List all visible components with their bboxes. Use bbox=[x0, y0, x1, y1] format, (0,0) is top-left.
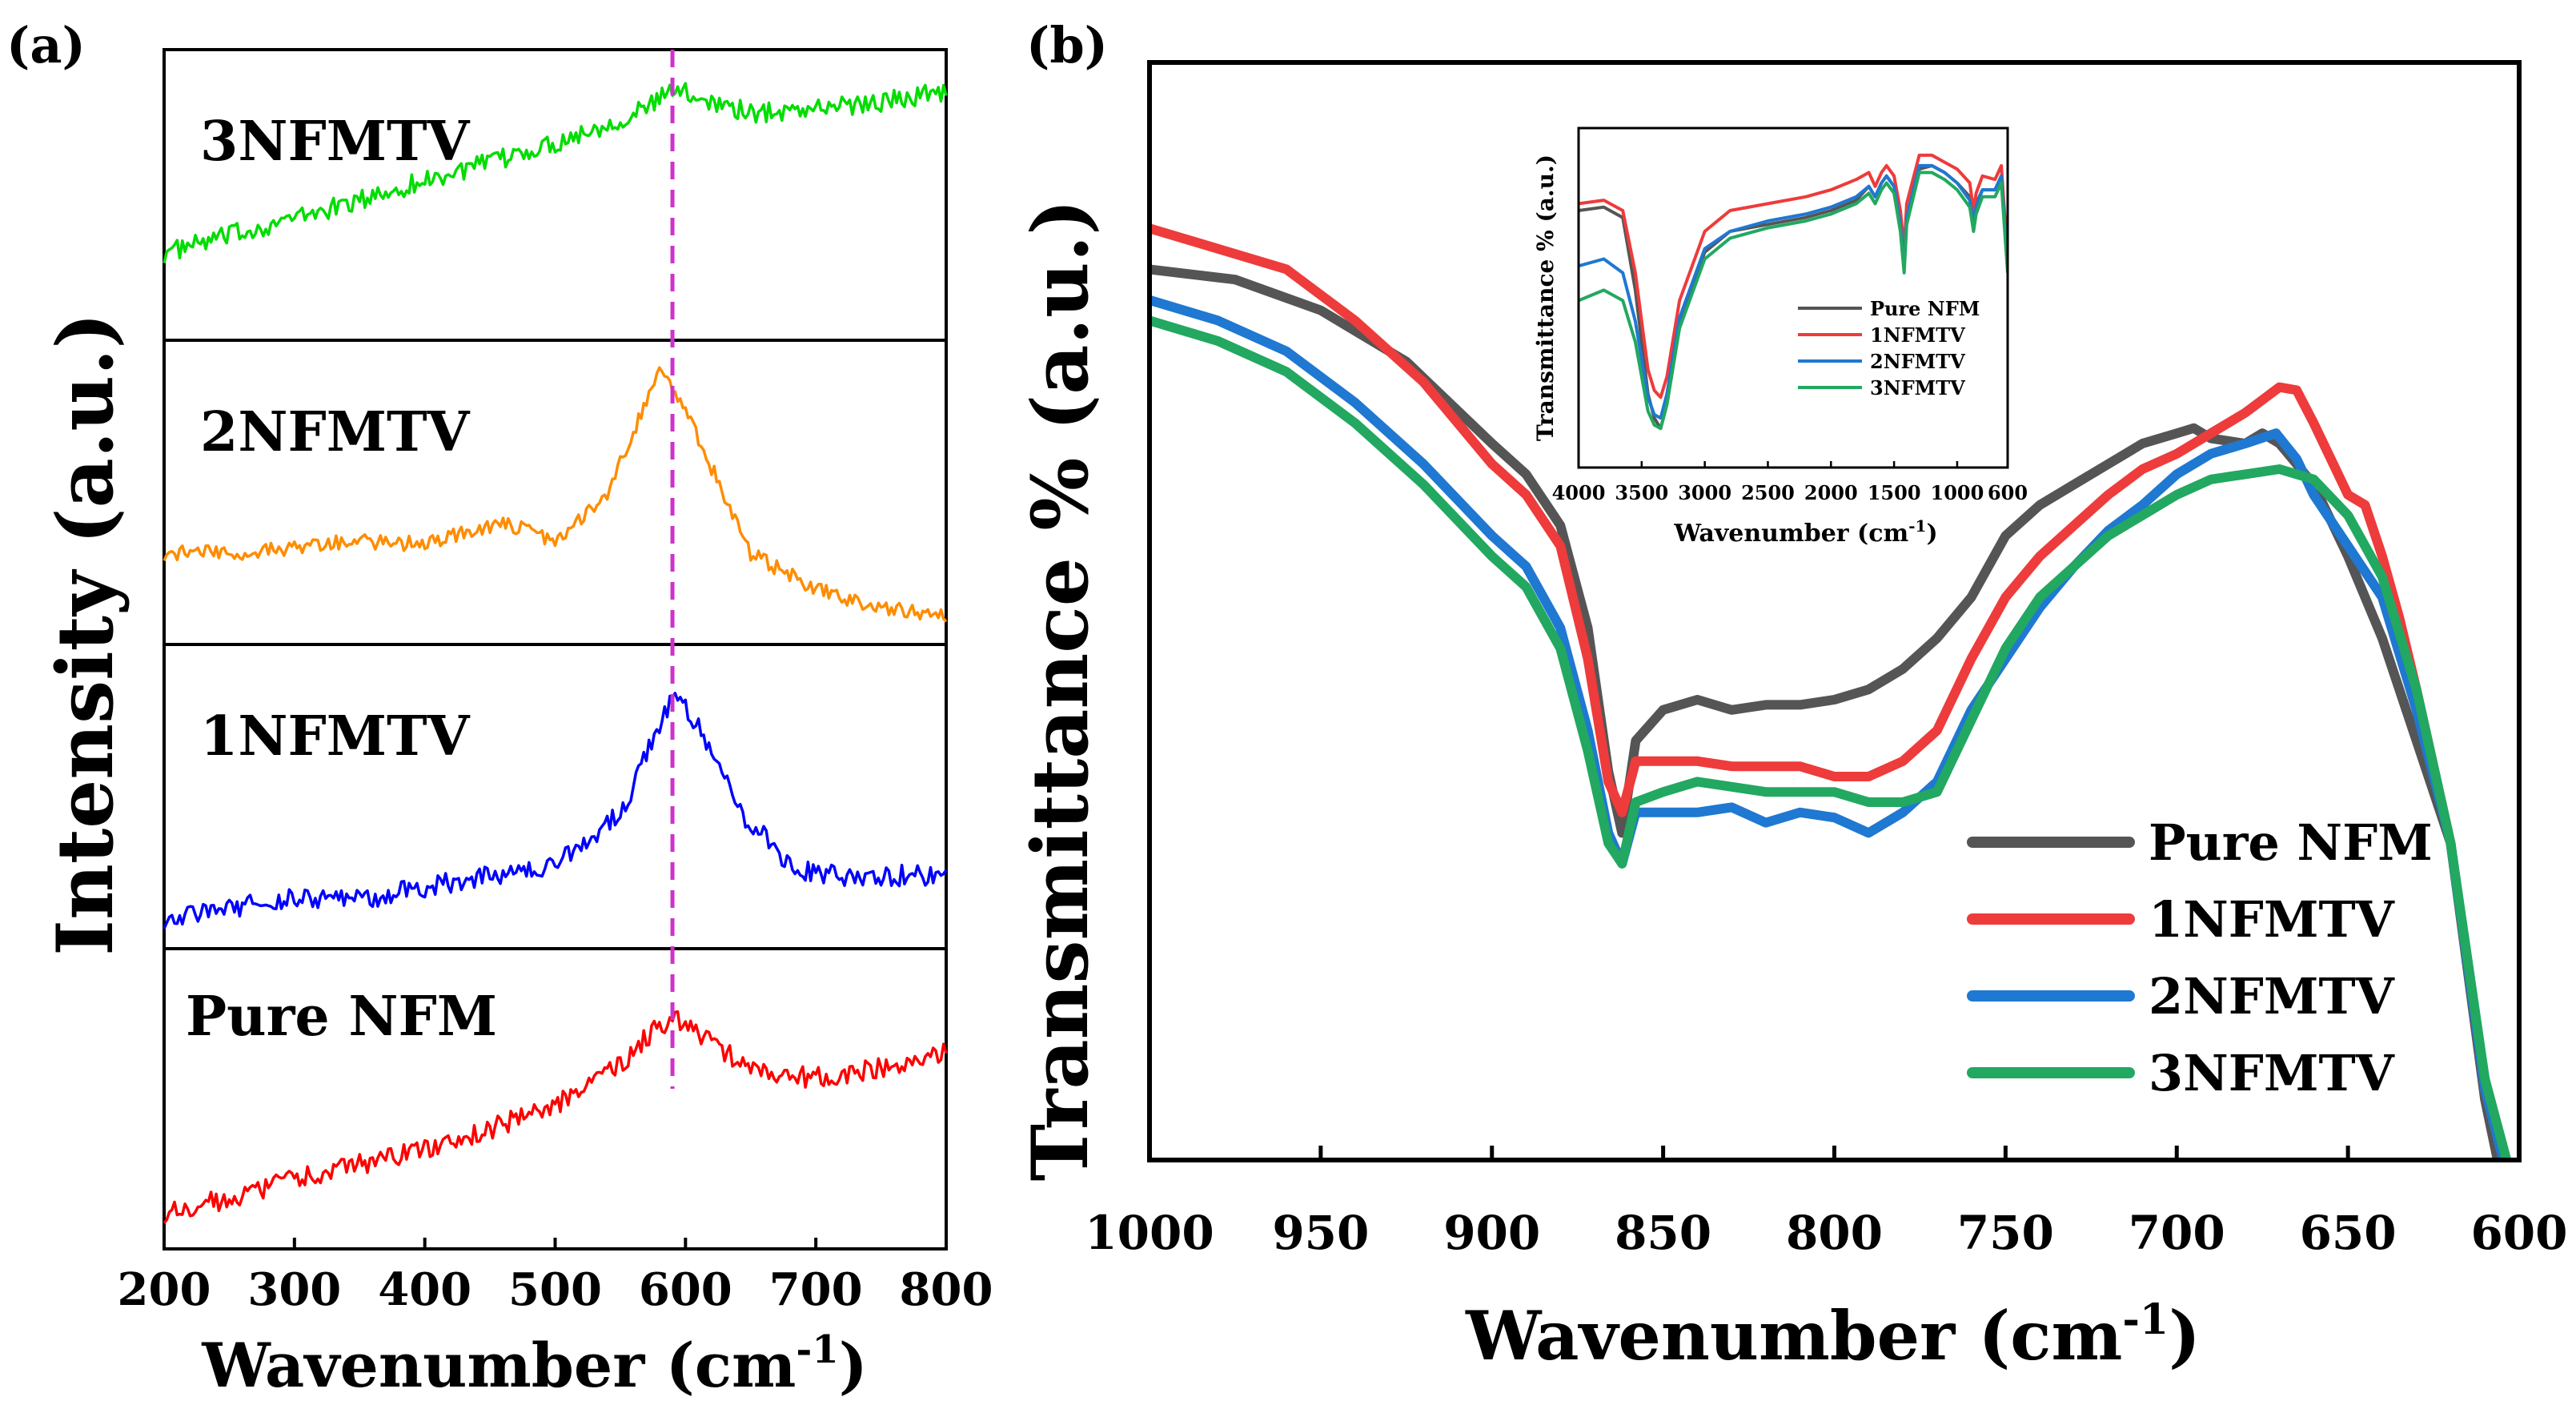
raman-x-tick-labels: 200 300 400 500 600 700 800 bbox=[118, 1238, 993, 1316]
raman-series-label: 2NFMTV bbox=[200, 400, 471, 464]
ftir-x-tick-label: 900 bbox=[1443, 1206, 1540, 1260]
raman-x-tick-label: 200 bbox=[118, 1263, 211, 1316]
ftir-x-tick-label: 950 bbox=[1272, 1206, 1369, 1260]
inset-x-tick-label: 1000 bbox=[1931, 481, 1984, 504]
raman-x-tick-label: 700 bbox=[769, 1263, 863, 1316]
inset-x-tick-label: 3500 bbox=[1615, 481, 1668, 504]
raman-series-line bbox=[163, 366, 948, 623]
ftir-x-tick-label: 750 bbox=[1957, 1206, 2054, 1260]
inset-legend-label: 1NFMTV bbox=[1870, 323, 1965, 347]
raman-series-label: 3NFMTV bbox=[200, 110, 471, 174]
ftir-x-tick-label: 600 bbox=[2470, 1206, 2567, 1260]
ftir-y-axis-label: Transmittance % (a.u.) bbox=[1015, 199, 1105, 1181]
inset-legend-label: 2NFMTV bbox=[1870, 350, 1965, 373]
ftir-legend-label: 2NFMTV bbox=[2149, 967, 2395, 1026]
inset-x-tick-label: 3000 bbox=[1678, 481, 1731, 504]
inset-x-tick-label: 2000 bbox=[1804, 481, 1858, 504]
raman-series-label: Pure NFM bbox=[186, 985, 497, 1049]
ftir-legend-label: 1NFMTV bbox=[2149, 890, 2395, 949]
ftir-x-tick-label: 700 bbox=[2129, 1206, 2225, 1260]
inset-x-tick-label: 1500 bbox=[1868, 481, 1921, 504]
inset-x-axis-label: Wavenumber (cm-1) bbox=[1673, 516, 1937, 548]
inset-x-tick-label: 4000 bbox=[1552, 481, 1606, 504]
raman-series-line bbox=[163, 1010, 948, 1224]
raman-subplot-frame bbox=[163, 48, 948, 342]
raman-x-tick-label: 500 bbox=[508, 1263, 602, 1316]
ftir-x-tick-label: 850 bbox=[1615, 1206, 1711, 1260]
inset-x-tick-label: 600 bbox=[1988, 481, 2028, 504]
ftir-x-axis-label: Wavenumber (cm-1) bbox=[1465, 1295, 2201, 1375]
ftir-x-tick-label: 1000 bbox=[1085, 1206, 1214, 1260]
inset-legend: Pure NFM 1NFMTV 2NFMTV 3NFMTV bbox=[1798, 297, 1980, 399]
ftir-series-line bbox=[1150, 223, 2509, 1160]
ftir-legend-label: Pure NFM bbox=[2149, 813, 2433, 872]
ftir-series-line bbox=[1150, 315, 2512, 1160]
raman-series-line bbox=[163, 692, 948, 929]
ftir-legend: Pure NFM 1NFMTV 2NFMTV 3NFMTV bbox=[1967, 813, 2433, 1102]
panel-b: (b) Transmittance % (a.u.) 1000 950 900 850… bbox=[1015, 16, 2568, 1375]
raman-x-tick-label: 800 bbox=[900, 1263, 993, 1316]
inset-y-axis-label: Transmittance % (a.u.) bbox=[1532, 155, 1559, 441]
ftir-legend-label: 3NFMTV bbox=[2149, 1044, 2395, 1102]
inset-x-tick-labels: 4000 3500 3000 2500 2000 1500 1000 600 bbox=[1552, 461, 2028, 504]
raman-y-axis-label: Intensity (a.u.) bbox=[40, 312, 130, 956]
inset-series-line bbox=[1579, 171, 2008, 431]
raman-x-tick-label: 600 bbox=[639, 1263, 732, 1316]
inset-plot-frame bbox=[1577, 126, 2009, 469]
raman-x-axis-label: Wavenumber (cm-1) bbox=[201, 1327, 867, 1401]
ftir-series-line bbox=[1150, 295, 2509, 1160]
inset-x-tick-label: 2500 bbox=[1741, 481, 1795, 504]
raman-series-line bbox=[163, 82, 948, 263]
inset-series-line bbox=[1579, 153, 2008, 399]
ftir-x-tick-label: 650 bbox=[2300, 1206, 2397, 1260]
ftir-inset: 4000 3500 3000 2500 2000 1500 1000 600 Wavenumb… bbox=[1532, 126, 2028, 548]
inset-legend-label: 3NFMTV bbox=[1870, 376, 1965, 399]
raman-x-tick-label: 300 bbox=[247, 1263, 341, 1316]
raman-series-label: 1NFMTV bbox=[200, 705, 471, 769]
ftir-x-tick-label: 800 bbox=[1786, 1206, 1883, 1260]
inset-legend-label: Pure NFM bbox=[1870, 297, 1980, 320]
ftir-x-tick-labels: 1000 950 900 850 800 750 700 650 600 bbox=[1085, 1146, 2568, 1260]
panel-a: (a) 3NFMTV 2NFMTV 1NFMTV Pure NFM Intensity… bbox=[6, 16, 993, 1401]
panel-label-b: (b) bbox=[1026, 16, 1108, 74]
raman-x-tick-label: 400 bbox=[378, 1263, 471, 1316]
panel-label-a: (a) bbox=[6, 16, 86, 74]
